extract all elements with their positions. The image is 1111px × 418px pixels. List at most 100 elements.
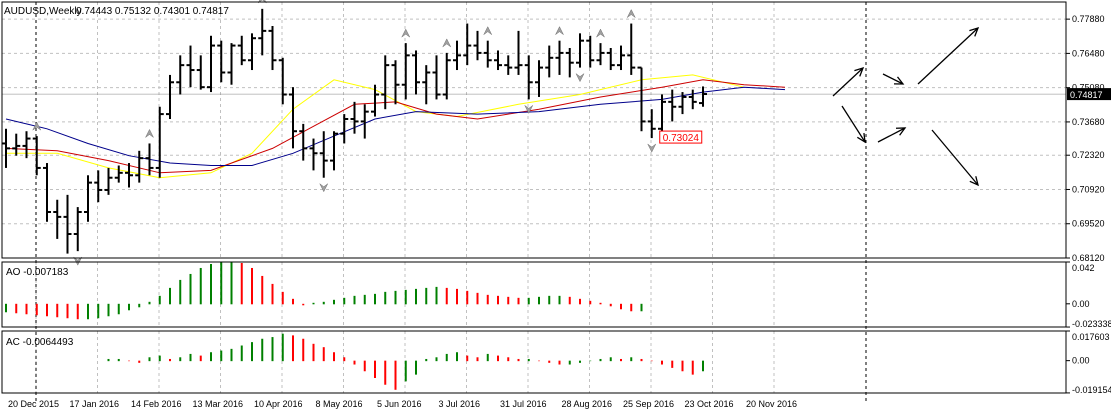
time-tick-label: 17 Jan 2016 bbox=[70, 399, 120, 409]
ohlc-bar bbox=[617, 45, 625, 71]
price-tick-label: 0.77880 bbox=[1072, 14, 1105, 24]
ohlc-bar bbox=[258, 8, 267, 56]
ohlc-bar bbox=[350, 101, 359, 134]
forecast-arrow-head bbox=[893, 76, 905, 85]
fractal-arrow bbox=[647, 143, 656, 153]
ao-tick-label: 0.042 bbox=[1072, 263, 1095, 273]
price-tick-label: 0.73680 bbox=[1072, 117, 1105, 127]
ohlc-bar bbox=[565, 48, 574, 78]
ohlc-bar bbox=[22, 131, 31, 159]
ohlc-bar bbox=[483, 40, 492, 68]
fractal-arrow bbox=[401, 28, 410, 38]
ohlc-bar bbox=[371, 84, 379, 117]
ohlc-bar bbox=[196, 55, 205, 90]
fractal-arrow bbox=[145, 128, 154, 138]
ohlc-bar bbox=[330, 131, 338, 171]
fractal-arrow bbox=[575, 73, 585, 83]
ohlc-bar bbox=[524, 55, 533, 100]
ohlc-bar bbox=[237, 35, 246, 66]
ohlc-bar bbox=[227, 43, 236, 85]
price-tick-label: 0.69520 bbox=[1072, 219, 1105, 229]
ohlc-bar bbox=[678, 92, 687, 115]
forecast-arrow-line bbox=[841, 105, 866, 143]
forecast-arrow-head bbox=[854, 66, 865, 77]
grid-layer bbox=[2, 2, 1066, 403]
ohlc-bar bbox=[63, 194, 72, 254]
ohlc-bar bbox=[73, 207, 82, 252]
ohlc-bar bbox=[545, 45, 554, 78]
moving-average-line bbox=[6, 74, 745, 179]
ao-indicator-label: AO -0.007183 bbox=[6, 267, 69, 278]
fractal-arrow bbox=[596, 28, 605, 38]
time-tick-label: 23 Oct 2016 bbox=[685, 399, 734, 409]
ohlc-bar bbox=[155, 106, 164, 178]
ohlc-bar bbox=[668, 89, 677, 122]
time-tick-label: 8 May 2016 bbox=[316, 399, 363, 409]
low-annotation-box bbox=[659, 130, 703, 144]
ohlc-bar bbox=[186, 45, 195, 88]
ohlc-bar bbox=[166, 74, 174, 119]
forecast-arrow-head bbox=[895, 127, 907, 136]
forecast-arrow-line bbox=[931, 129, 979, 186]
ao-tick-label: 0.00 bbox=[1072, 299, 1090, 309]
ohlc-bar bbox=[207, 35, 215, 93]
ohlc-bar bbox=[442, 52, 451, 100]
ao-panel-frame bbox=[1, 261, 1067, 328]
price-tick-label: 0.75080 bbox=[1072, 83, 1105, 93]
time-tick-label: 10 Apr 2016 bbox=[254, 399, 303, 409]
ohlc-bar bbox=[135, 150, 144, 183]
time-tick-label: 25 Sep 2016 bbox=[623, 399, 674, 409]
ohlc-bar bbox=[268, 25, 277, 71]
price-tick-label: 0.70920 bbox=[1072, 184, 1105, 194]
forecast-arrow-head bbox=[856, 132, 866, 144]
time-tick-label: 31 Jul 2016 bbox=[500, 399, 547, 409]
ohlc-bar bbox=[84, 175, 92, 222]
ohlc-bar bbox=[535, 60, 543, 97]
price-tick-label: 0.76480 bbox=[1072, 48, 1105, 58]
ohlc-bar bbox=[53, 199, 62, 239]
time-tick-label: 3 Jul 2016 bbox=[439, 399, 481, 409]
ohlc-bar bbox=[422, 65, 431, 105]
ac-tick-label: 0.00 bbox=[1072, 356, 1090, 366]
fractal-arrow bbox=[442, 38, 451, 48]
ohlc-bar bbox=[453, 40, 461, 71]
forecast-arrow-line bbox=[882, 73, 904, 85]
current-price-label: 0.74817 bbox=[1070, 90, 1103, 100]
ohlc-readout: 0.74443 0.75132 0.74301 0.74817 bbox=[76, 6, 229, 17]
low-annotation-label: 0.73024 bbox=[663, 133, 700, 144]
current-price-tag bbox=[1067, 88, 1111, 101]
price-tick-label: 0.72320 bbox=[1072, 150, 1105, 160]
ohlc-bar bbox=[319, 131, 328, 178]
ohlc-bar bbox=[555, 40, 564, 75]
ohlc-bar bbox=[125, 163, 133, 188]
ohlc-bar bbox=[391, 60, 400, 105]
time-tick-label: 20 Dec 2015 bbox=[8, 399, 59, 409]
panel-frames bbox=[1, 1, 1067, 394]
ohlc-bar bbox=[248, 33, 256, 71]
time-tick-label: 28 Aug 2016 bbox=[562, 399, 613, 409]
ohlc-bar bbox=[2, 128, 10, 168]
fractal-arrow bbox=[32, 121, 41, 131]
fractal-arrow bbox=[258, 0, 267, 4]
forecast-arrow-line bbox=[832, 67, 864, 97]
ac-tick-label: -0.019154 bbox=[1072, 385, 1111, 395]
ao-tick-label: -0.023338 bbox=[1072, 319, 1111, 329]
ohlc-bar bbox=[658, 94, 666, 132]
fractal-arrow bbox=[319, 183, 328, 193]
fractal-arrow bbox=[555, 26, 564, 35]
annotation-layer: 0.73024 bbox=[659, 26, 980, 187]
forecast-arrow-head bbox=[969, 176, 979, 187]
ohlc-bar bbox=[176, 55, 185, 95]
ac-indicator-label: AC -0.0064493 bbox=[6, 337, 74, 348]
axis-layer: 0.77880 0.76480 0.75080 0.73680 0.72320 0.709… bbox=[8, 14, 1111, 409]
ohlc-bar bbox=[688, 89, 697, 110]
forecast-arrow-line bbox=[877, 127, 906, 143]
ohlc-bar bbox=[94, 170, 103, 203]
fractal-arrow bbox=[483, 26, 492, 35]
time-tick-label: 13 Mar 2016 bbox=[193, 399, 244, 409]
ohlc-bar bbox=[340, 114, 349, 144]
ohlc-bar bbox=[412, 50, 420, 95]
ohlc-bar bbox=[401, 43, 410, 100]
ohlc-bar bbox=[12, 133, 21, 156]
